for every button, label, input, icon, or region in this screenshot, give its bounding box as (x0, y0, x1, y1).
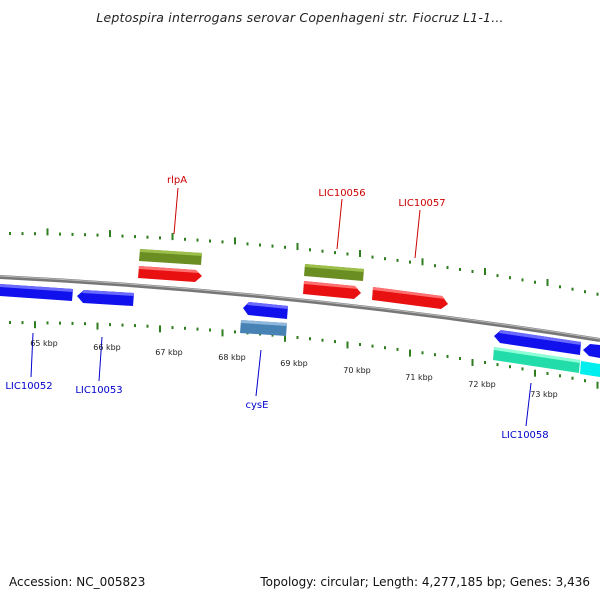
label-rlpA[interactable]: rlpA (167, 175, 187, 186)
label-cysE[interactable]: cysE (246, 400, 269, 411)
gene-LIC10058-blue[interactable] (494, 330, 581, 355)
gene-LIC10053[interactable] (77, 290, 134, 306)
label-LIC10057[interactable]: LIC10057 (398, 198, 445, 209)
kbp-label-67: 67 kbp (155, 348, 183, 357)
gene-LIC10052[interactable] (0, 284, 73, 301)
kbp-label-65: 65 kbp (30, 339, 58, 348)
kbp-label-66: 66 kbp (93, 343, 121, 352)
gene-rlpA-olive[interactable] (139, 249, 202, 265)
kbp-label-68: 68 kbp (218, 353, 246, 362)
label-LIC10053[interactable]: LIC10053 (75, 385, 122, 396)
accession-text: Accession: NC_005823 (9, 575, 146, 589)
gene-cysE[interactable] (243, 302, 288, 319)
gene-rlpA[interactable] (138, 266, 202, 282)
kbp-label-70: 70 kbp (343, 366, 371, 375)
gene-cysE-steelblue[interactable] (240, 320, 287, 336)
gene-LIC10056[interactable] (303, 281, 361, 299)
kbp-label-71: 71 kbp (405, 373, 433, 382)
kbp-label-69: 69 kbp (280, 359, 308, 368)
map-title: Leptospira interrogans serovar Copenhage… (96, 10, 504, 25)
gene-LIC10058[interactable] (493, 347, 580, 373)
gene-cyan-edge[interactable] (580, 361, 600, 377)
label-leaders (30, 187, 532, 427)
genome-backbone (0, 275, 600, 342)
genome-summary-text: Topology: circular; Length: 4,277,185 bp… (260, 575, 590, 589)
gene-LIC10056-olive[interactable] (304, 264, 364, 281)
gene-reverse-edge[interactable] (583, 344, 600, 358)
upper-tick-track (9, 228, 599, 296)
label-LIC10056[interactable]: LIC10056 (318, 188, 365, 199)
gene-LIC10057[interactable] (372, 287, 448, 309)
label-LIC10058[interactable]: LIC10058 (501, 430, 548, 441)
kbp-label-72: 72 kbp (468, 380, 496, 389)
label-LIC10052[interactable]: LIC10052 (5, 381, 52, 392)
kbp-label-73: 73 kbp (530, 390, 558, 399)
